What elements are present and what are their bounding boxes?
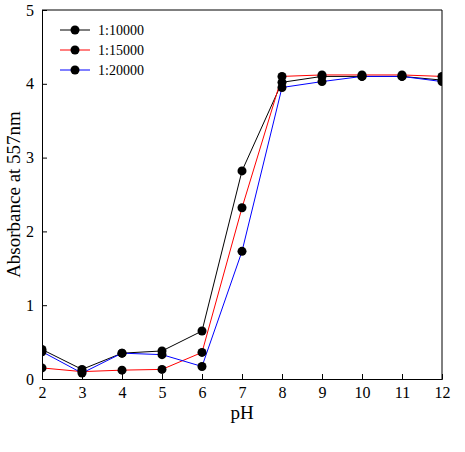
tick-label: 11 — [395, 384, 410, 401]
chart: 234567891011120123451:100001:150001:2000… — [0, 0, 465, 452]
marker — [118, 349, 127, 358]
legend-item: 1:15000 — [60, 43, 144, 58]
tick: 12 — [435, 374, 451, 401]
marker — [42, 363, 47, 372]
marker — [238, 166, 247, 175]
legend: 1:10000 1:15000 1:20000 — [60, 23, 144, 78]
legend-marker — [71, 66, 80, 75]
marker — [398, 72, 407, 81]
marker — [78, 369, 87, 378]
marker — [358, 72, 367, 81]
tick-label: 4 — [119, 384, 127, 401]
frame — [42, 10, 442, 11]
marker — [118, 349, 127, 358]
tick-mark — [202, 374, 203, 379]
tick-label: 6 — [199, 384, 207, 401]
legend-item: 1:10000 — [60, 23, 144, 38]
marker — [118, 366, 127, 375]
tick-label: 5 — [159, 384, 167, 401]
tick-label: 5 — [26, 2, 34, 19]
tick: 3 — [26, 149, 47, 166]
tick: 5 — [26, 2, 47, 19]
legend-marker — [71, 26, 80, 35]
tick-mark — [442, 374, 443, 379]
tick: 8 — [279, 374, 287, 401]
tick-label: 12 — [435, 384, 451, 401]
tick-mark — [402, 374, 403, 379]
tick-mark — [42, 305, 47, 306]
marker — [278, 83, 287, 92]
tick: 1 — [26, 297, 47, 314]
tick-mark — [42, 379, 47, 380]
tick-mark — [282, 374, 283, 379]
legend-label: 1:10000 — [98, 23, 144, 38]
tick: 2 — [26, 223, 47, 240]
marker — [158, 350, 167, 359]
y-axis: 0 1 2 3 4 5 — [26, 2, 47, 388]
plot-area: 234567891011120123451:100001:150001:2000… — [26, 2, 451, 402]
tick: 7 — [239, 374, 247, 401]
legend-marker — [71, 46, 80, 55]
marker — [238, 203, 247, 212]
marker — [398, 72, 407, 81]
marker — [278, 72, 287, 81]
marker — [198, 362, 207, 371]
tick-label: 0 — [26, 371, 34, 388]
axis-line — [43, 374, 443, 380]
frame — [442, 10, 443, 379]
legend-item: 1:20000 — [60, 63, 144, 78]
series-line — [42, 76, 442, 369]
series-line — [42, 75, 442, 372]
tick-label: 2 — [39, 384, 47, 401]
tick-mark — [42, 231, 47, 232]
series-group — [42, 70, 442, 377]
marker — [158, 365, 167, 374]
tick-mark — [362, 374, 363, 379]
tick: 0 — [26, 371, 47, 388]
tick: 4 — [26, 75, 47, 92]
tick-mark — [242, 374, 243, 379]
marker — [238, 247, 247, 256]
legend-label: 1:20000 — [98, 63, 144, 78]
marker — [358, 72, 367, 81]
tick-label: 7 — [239, 384, 247, 401]
marker — [198, 327, 207, 336]
tick: 4 — [119, 374, 127, 401]
tick-label: 10 — [355, 384, 371, 401]
marker — [438, 77, 443, 86]
tick: 9 — [319, 374, 327, 401]
tick-label: 4 — [26, 75, 34, 92]
marker — [198, 348, 207, 357]
x-axis: 2 3 4 5 6 7 8 9 10 11 12 — [39, 374, 451, 401]
tick-label: 1 — [26, 297, 34, 314]
tick-label: 3 — [79, 384, 87, 401]
tick-mark — [162, 374, 163, 379]
tick: 3 — [79, 374, 87, 401]
axis-line — [43, 11, 48, 380]
tick-mark — [42, 10, 47, 11]
series-line — [42, 76, 442, 373]
marker — [318, 77, 327, 86]
tick: 11 — [395, 374, 410, 401]
tick: 5 — [159, 374, 167, 401]
tick-label: 3 — [26, 149, 34, 166]
tick: 10 — [355, 374, 371, 401]
tick-mark — [322, 374, 323, 379]
marker — [42, 347, 47, 356]
x-axis-title: pH — [230, 402, 254, 423]
tick-mark — [42, 84, 47, 85]
y-axis-title: Absorbance at 557nm — [3, 111, 24, 278]
legend-label: 1:15000 — [98, 43, 144, 58]
tick-mark — [122, 374, 123, 379]
tick-label: 2 — [26, 223, 34, 240]
tick-label: 8 — [279, 384, 287, 401]
tick-label: 9 — [319, 384, 327, 401]
tick-mark — [42, 158, 47, 159]
tick: 6 — [199, 374, 207, 401]
